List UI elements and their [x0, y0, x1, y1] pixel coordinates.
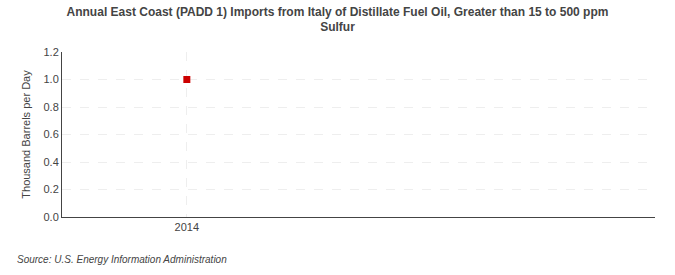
- svg-text:1.2: 1.2: [44, 46, 59, 58]
- svg-text:Annual East Coast (PADD 1) Imp: Annual East Coast (PADD 1) Imports from …: [67, 5, 609, 35]
- svg-text:1.0: 1.0: [44, 73, 59, 85]
- svg-text:0.6: 0.6: [44, 128, 59, 140]
- svg-text:Source: U.S. Energy Informatio: Source: U.S. Energy Information Administ…: [17, 254, 227, 265]
- svg-text:0.0: 0.0: [44, 211, 59, 223]
- svg-text:0.4: 0.4: [44, 156, 59, 168]
- svg-text:2014: 2014: [175, 221, 199, 233]
- svg-text:0.2: 0.2: [44, 183, 59, 195]
- svg-text:Thousand Barrels per Day: Thousand Barrels per Day: [20, 70, 32, 199]
- svg-text:0.8: 0.8: [44, 101, 59, 113]
